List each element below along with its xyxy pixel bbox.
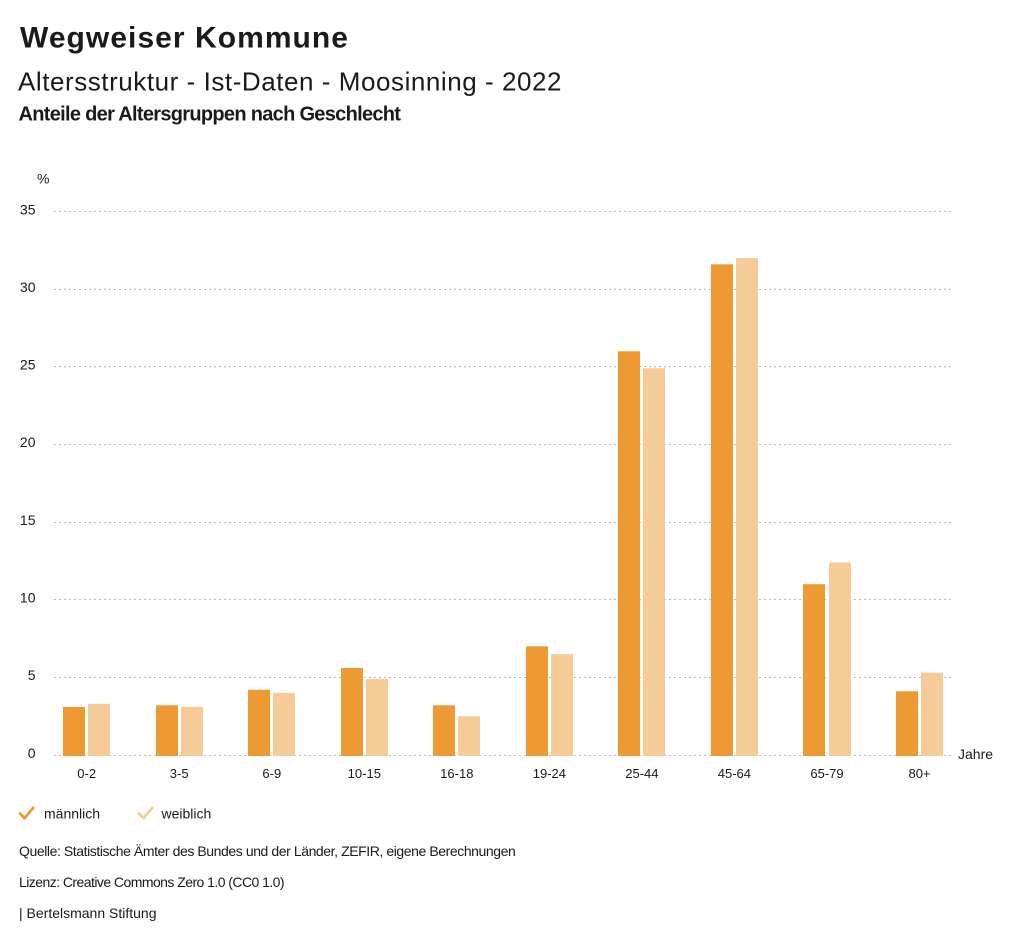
svg-text:35: 35 — [20, 201, 36, 217]
svg-text:30: 30 — [20, 279, 36, 295]
svg-text:10-15: 10-15 — [348, 766, 381, 781]
svg-text:10: 10 — [20, 590, 36, 606]
svg-text:Altersstruktur - Ist-Daten - M: Altersstruktur - Ist-Daten - Moosinning … — [18, 66, 562, 96]
svg-text:3-5: 3-5 — [170, 766, 189, 781]
svg-text:0-2: 0-2 — [77, 766, 96, 781]
svg-text:weiblich: weiblich — [161, 806, 212, 822]
svg-text:Wegweiser Kommune: Wegweiser Kommune — [20, 22, 349, 55]
svg-text:15: 15 — [20, 512, 36, 528]
svg-text:%: % — [37, 171, 49, 187]
svg-text:25-44: 25-44 — [625, 766, 658, 781]
svg-text:männlich: männlich — [44, 806, 100, 822]
svg-text:80+: 80+ — [908, 766, 930, 781]
svg-text:Quelle: Statistische Ämter des: Quelle: Statistische Ämter des Bundes un… — [19, 843, 515, 859]
svg-text:Lizenz: Creative Commons Zero: Lizenz: Creative Commons Zero 1.0 (CC0 1… — [19, 874, 284, 890]
svg-text:5: 5 — [28, 667, 36, 683]
svg-text:25: 25 — [20, 357, 36, 373]
svg-text:Jahre: Jahre — [958, 746, 993, 762]
svg-text:19-24: 19-24 — [533, 766, 566, 781]
svg-text:45-64: 45-64 — [718, 766, 751, 781]
svg-text:| Bertelsmann Stiftung: | Bertelsmann Stiftung — [19, 905, 156, 921]
svg-text:20: 20 — [20, 434, 36, 450]
svg-text:0: 0 — [28, 745, 36, 761]
svg-text:6-9: 6-9 — [262, 766, 281, 781]
svg-text:Anteile der Altersgruppen nach: Anteile der Altersgruppen nach Geschlech… — [19, 104, 402, 126]
svg-text:16-18: 16-18 — [440, 766, 473, 781]
svg-text:65-79: 65-79 — [810, 766, 843, 781]
